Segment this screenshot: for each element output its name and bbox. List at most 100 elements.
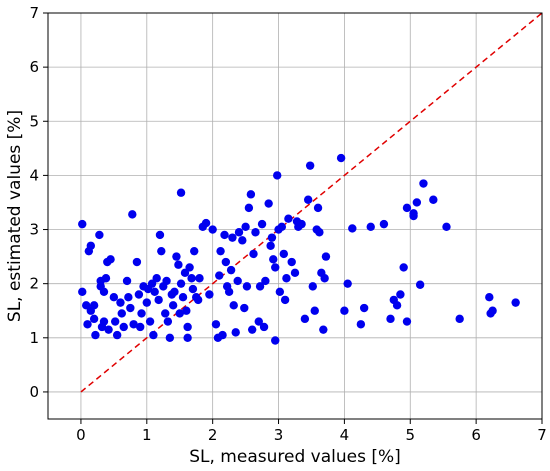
data-point bbox=[282, 274, 291, 283]
data-point bbox=[155, 230, 165, 240]
data-point bbox=[429, 195, 438, 204]
y-tick-label: 2 bbox=[29, 275, 39, 293]
data-point bbox=[320, 274, 329, 283]
plot-frame bbox=[47, 12, 543, 420]
data-point bbox=[284, 214, 293, 223]
x-axis-title: SL, measured values [%] bbox=[189, 447, 401, 467]
data-point bbox=[255, 282, 265, 291]
data-point bbox=[359, 303, 369, 313]
data-point bbox=[208, 225, 217, 234]
data-point bbox=[366, 222, 375, 232]
data-point bbox=[386, 314, 395, 324]
data-point bbox=[340, 306, 349, 315]
axis-ticks: 0 1 2 3 4 5 6 7 0 1 2 3 4 5 6 7 bbox=[29, 4, 546, 444]
data-point bbox=[271, 336, 280, 345]
x-tick-label: 0 bbox=[76, 426, 86, 444]
data-point bbox=[161, 309, 170, 318]
y-tick-label: 0 bbox=[29, 383, 39, 401]
y-tick-label: 3 bbox=[29, 221, 39, 239]
data-point bbox=[152, 274, 161, 283]
y-tick-label: 1 bbox=[29, 329, 39, 347]
data-point bbox=[150, 287, 159, 296]
data-point bbox=[269, 255, 278, 264]
data-point bbox=[442, 222, 451, 232]
data-point bbox=[89, 301, 99, 310]
data-point bbox=[300, 314, 310, 324]
data-point bbox=[142, 298, 151, 307]
data-point bbox=[91, 330, 100, 340]
data-point bbox=[319, 325, 328, 334]
data-point bbox=[163, 317, 173, 326]
data-point bbox=[379, 219, 389, 229]
x-tick-label: 6 bbox=[471, 426, 481, 444]
data-point bbox=[244, 203, 254, 213]
data-point bbox=[132, 257, 142, 267]
data-point bbox=[226, 265, 236, 275]
data-point bbox=[275, 287, 285, 296]
data-point bbox=[99, 317, 109, 326]
data-point bbox=[193, 295, 203, 305]
data-point bbox=[315, 228, 324, 237]
data-point bbox=[273, 171, 282, 180]
data-point bbox=[249, 249, 258, 259]
data-point bbox=[228, 233, 237, 242]
data-point bbox=[266, 241, 275, 250]
data-point bbox=[310, 306, 319, 315]
data-point bbox=[305, 161, 315, 170]
data-point bbox=[348, 224, 357, 233]
data-point bbox=[224, 287, 234, 296]
data-point bbox=[221, 257, 231, 267]
data-point bbox=[157, 246, 166, 256]
data-point bbox=[168, 301, 178, 310]
data-point bbox=[122, 276, 132, 286]
data-point bbox=[336, 153, 346, 163]
data-point bbox=[119, 322, 128, 332]
data-point bbox=[99, 287, 109, 296]
data-point bbox=[165, 333, 175, 342]
data-point bbox=[415, 280, 425, 289]
data-point bbox=[86, 241, 96, 250]
data-point bbox=[257, 219, 267, 229]
data-point bbox=[412, 198, 422, 207]
y-tick-label: 6 bbox=[29, 58, 39, 76]
data-point bbox=[154, 295, 163, 305]
data-point bbox=[174, 260, 183, 269]
data-point bbox=[124, 293, 133, 302]
data-point bbox=[233, 276, 242, 286]
data-point bbox=[419, 179, 428, 188]
data-point bbox=[218, 330, 227, 340]
data-point bbox=[149, 330, 158, 340]
data-point bbox=[271, 263, 280, 272]
data-point bbox=[211, 320, 221, 329]
data-point bbox=[170, 287, 179, 296]
data-point bbox=[231, 328, 240, 337]
data-point bbox=[485, 293, 494, 302]
data-point bbox=[247, 325, 257, 334]
data-point bbox=[175, 309, 184, 318]
data-point bbox=[234, 228, 244, 237]
data-point bbox=[172, 252, 181, 261]
data-point bbox=[402, 203, 412, 213]
data-point bbox=[287, 257, 296, 267]
data-point bbox=[126, 303, 135, 313]
x-tick-label: 3 bbox=[274, 426, 284, 444]
data-point bbox=[240, 303, 249, 313]
x-tick-label: 7 bbox=[537, 426, 547, 444]
data-point bbox=[229, 301, 238, 310]
data-point bbox=[136, 322, 145, 332]
data-point bbox=[89, 314, 99, 324]
data-point bbox=[178, 293, 188, 302]
data-point bbox=[488, 306, 497, 315]
data-point bbox=[83, 320, 92, 329]
data-point bbox=[280, 295, 290, 305]
data-point bbox=[162, 276, 171, 286]
data-point bbox=[264, 199, 273, 208]
data-point bbox=[277, 222, 287, 232]
data-point bbox=[110, 317, 120, 326]
data-point bbox=[511, 298, 520, 307]
data-point bbox=[402, 317, 412, 326]
data-point bbox=[117, 309, 126, 318]
data-point bbox=[396, 290, 405, 299]
